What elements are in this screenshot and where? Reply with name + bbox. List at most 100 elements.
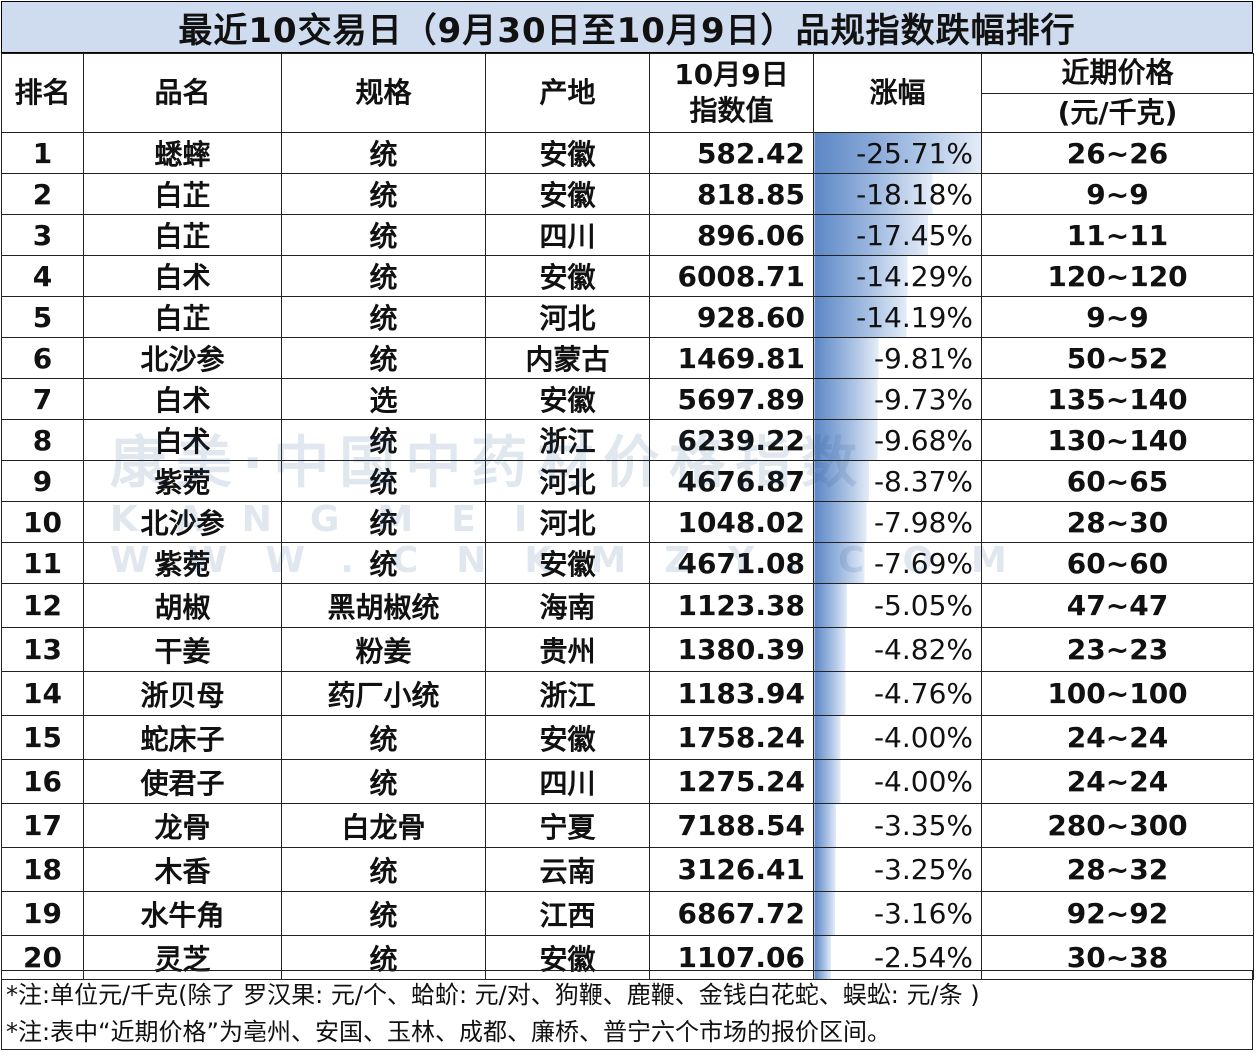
cell-name: 北沙参: [83, 501, 282, 543]
cell-price: 60~65: [981, 460, 1254, 502]
cell-origin: 内蒙古: [485, 337, 650, 379]
cell-spec: 统: [281, 173, 486, 215]
cell-spec: 选: [281, 378, 486, 420]
cell-origin: 云南: [485, 847, 650, 892]
cell-name: 白芷: [83, 214, 282, 256]
cell-change: -4.76%: [813, 671, 982, 716]
cell-spec: 统: [281, 715, 486, 760]
table-row: 12 胡椒 黑胡椒统 海南 1123.38 -5.05% 47~47: [1, 583, 1254, 628]
table-row: 1 蟋蟀统安徽 582.42 -25.71% 26~26: [1, 132, 1254, 174]
cell-origin: 河北: [485, 501, 650, 543]
cell-origin: 安徽: [485, 715, 650, 760]
cell-price: 28~30: [981, 501, 1254, 543]
cell-change: -7.98%: [813, 501, 982, 543]
cell-index: 1048.02: [649, 501, 814, 543]
note-line-unit: *注:单位元/千克(除了 罗汉果: 元/个、蛤蚧: 元/对、狗鞭、鹿鞭、金钱白花…: [6, 981, 980, 1009]
table-row: 3 白芷统四川 896.06 -17.45% 11~11: [1, 214, 1254, 256]
cell-price: 28~32: [981, 847, 1254, 892]
cell-price: 26~26: [981, 132, 1254, 174]
cell-index: 1469.81: [649, 337, 814, 379]
cell-change: -4.00%: [813, 759, 982, 804]
cell-spec: 统: [281, 132, 486, 174]
cell-index: 4676.87: [649, 460, 814, 502]
cell-index: 5697.89: [649, 378, 814, 420]
col-header-price-line1: 近期价格: [982, 55, 1253, 94]
cell-spec: 药厂小统: [281, 671, 486, 716]
cell-change: -25.71%: [813, 132, 982, 174]
cell-index: 928.60: [649, 296, 814, 338]
table-row: 13 干姜 粉姜 贵州 1380.39 -4.82% 23~23: [1, 627, 1254, 672]
cell-rank: 15: [1, 715, 84, 760]
cell-change: -5.05%: [813, 583, 982, 628]
table-row: 4 白术统安徽 6008.71 -14.29% 120~120: [1, 255, 1254, 297]
cell-spec: 统: [281, 542, 486, 584]
cell-rank: 4: [1, 255, 84, 297]
cell-price: 47~47: [981, 583, 1254, 628]
cell-index: 6867.72: [649, 891, 814, 936]
cell-name: 蛇床子: [83, 715, 282, 760]
cell-rank: 6: [1, 337, 84, 379]
cell-price: 130~140: [981, 419, 1254, 461]
cell-rank: 13: [1, 627, 84, 672]
cell-spec: 黑胡椒统: [281, 583, 486, 628]
cell-index: 4671.08: [649, 542, 814, 584]
cell-origin: 海南: [485, 583, 650, 628]
col-header-rank: 排名: [1, 53, 84, 133]
cell-rank: 1: [1, 132, 84, 174]
cell-price: 60~60: [981, 542, 1254, 584]
cell-price: 92~92: [981, 891, 1254, 936]
cell-price: 120~120: [981, 255, 1254, 297]
cell-origin: 安徽: [485, 132, 650, 174]
cell-index: 3126.41: [649, 847, 814, 892]
col-header-index-line1: 10月9日: [674, 58, 789, 91]
cell-change: -3.25%: [813, 847, 982, 892]
cell-name: 干姜: [83, 627, 282, 672]
cell-change: -4.00%: [813, 715, 982, 760]
cell-change: -18.18%: [813, 173, 982, 215]
cell-rank: 9: [1, 460, 84, 502]
cell-spec: 统: [281, 337, 486, 379]
table-row: 6 北沙参统内蒙古 1469.81 -9.81% 50~52: [1, 337, 1254, 379]
col-header-price: 近期价格 (元/千克): [981, 53, 1254, 133]
table-row: 18 木香统云南 3126.41 -3.25% 28~32: [1, 847, 1254, 892]
cell-index: 1123.38: [649, 583, 814, 628]
table-row: 10 北沙参统河北 1048.02 -7.98% 28~30: [1, 501, 1254, 543]
table-row: 5 白芷统河北 928.60 -14.19% 9~9: [1, 296, 1254, 338]
cell-rank: 14: [1, 671, 84, 716]
cell-spec: 统: [281, 460, 486, 502]
cell-name: 浙贝母: [83, 671, 282, 716]
cell-index: 1758.24: [649, 715, 814, 760]
cell-spec: 统: [281, 419, 486, 461]
cell-name: 胡椒: [83, 583, 282, 628]
cell-rank: 19: [1, 891, 84, 936]
cell-origin: 浙江: [485, 419, 650, 461]
table-row: 2 白芷统安徽 818.85 -18.18% 9~9: [1, 173, 1254, 215]
cell-name: 木香: [83, 847, 282, 892]
cell-rank: 3: [1, 214, 84, 256]
cell-change: -9.73%: [813, 378, 982, 420]
cell-index: 896.06: [649, 214, 814, 256]
cell-rank: 16: [1, 759, 84, 804]
cell-origin: 安徽: [485, 173, 650, 215]
cell-price: 9~9: [981, 173, 1254, 215]
cell-name: 使君子: [83, 759, 282, 804]
cell-index: 6239.22: [649, 419, 814, 461]
cell-index: 1275.24: [649, 759, 814, 804]
cell-index: 818.85: [649, 173, 814, 215]
table-row: 7 白术选安徽 5697.89 -9.73% 135~140: [1, 378, 1254, 420]
cell-name: 紫菀: [83, 460, 282, 502]
cell-price: 9~9: [981, 296, 1254, 338]
cell-price: 135~140: [981, 378, 1254, 420]
cell-change: -4.82%: [813, 627, 982, 672]
cell-origin: 安徽: [485, 255, 650, 297]
cell-rank: 2: [1, 173, 84, 215]
table-row: 19 水牛角统江西 6867.72 -3.16% 92~92: [1, 891, 1254, 936]
table-row: 17 龙骨 白龙骨 宁夏 7188.54 -3.35% 280~300: [1, 803, 1254, 848]
cell-origin: 四川: [485, 214, 650, 256]
cell-rank: 18: [1, 847, 84, 892]
cell-name: 水牛角: [83, 891, 282, 936]
cell-index: 7188.54: [649, 803, 814, 848]
cell-spec: 白龙骨: [281, 803, 486, 848]
page-title: 最近10交易日（9月30日至10月9日）品规指数跌幅排行: [1, 1, 1253, 53]
